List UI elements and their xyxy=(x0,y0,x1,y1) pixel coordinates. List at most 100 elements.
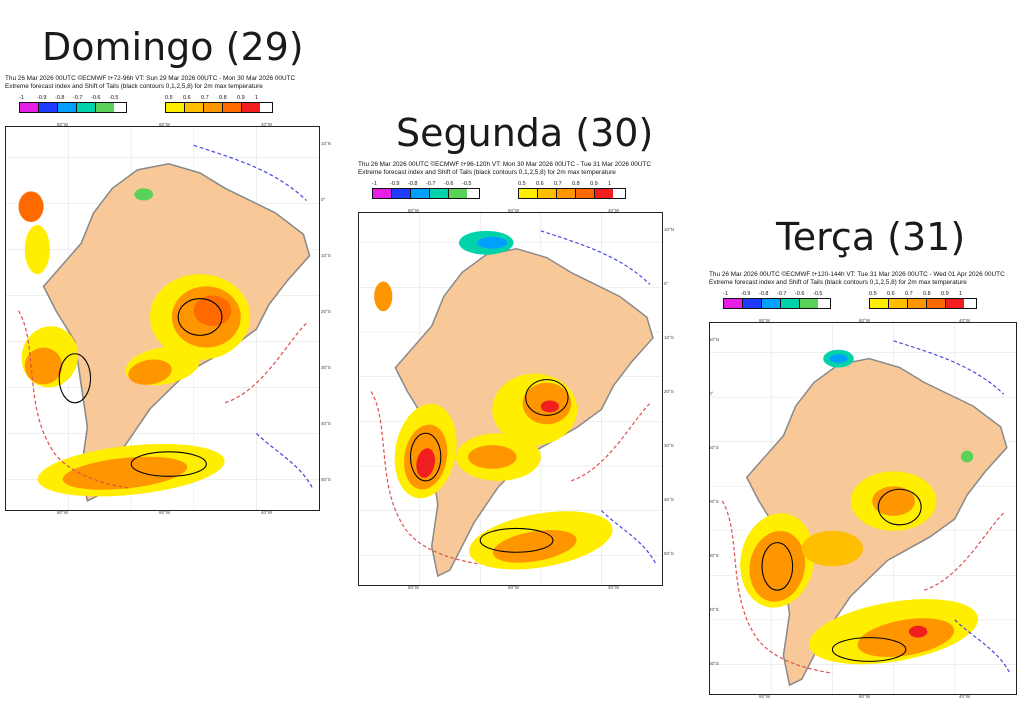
dashed-contour-cool xyxy=(954,619,1011,674)
positive-scale-swatch xyxy=(557,189,576,198)
map-panel-terca: Thu 26 Mar 2026 00UTC ©ECMWF t+120-144h … xyxy=(709,271,1024,711)
positive-scale-bar xyxy=(165,102,273,113)
lat-label: 30°S xyxy=(321,365,331,370)
negative-scale-swatch xyxy=(392,189,411,198)
positive-scale-swatch xyxy=(519,189,538,198)
lat-label: 40°S xyxy=(321,421,331,426)
dashed-contour-warm xyxy=(370,391,481,565)
lon-label: 40°W xyxy=(261,122,273,127)
positive-scale-swatch xyxy=(166,103,185,112)
map-panel-domingo: Thu 26 Mar 2026 00UTC ©ECMWF t+72-96h VT… xyxy=(5,75,331,515)
positive-scale-bar xyxy=(869,298,977,309)
forecast-header-line2: Extreme forecast index and Shift of Tail… xyxy=(5,83,263,90)
efi-anomaly-area xyxy=(62,456,188,490)
lon-label: 40°W xyxy=(959,694,971,699)
lat-label: 10°N xyxy=(709,337,720,342)
title-terca: Terça (31) xyxy=(776,215,966,259)
efi-shading xyxy=(740,349,979,665)
efi-anomaly-area xyxy=(801,530,863,567)
negative-scale-swatch xyxy=(724,299,743,308)
negative-scale-swatch xyxy=(77,103,96,112)
lat-label: 40°S xyxy=(664,497,674,502)
efi-anomaly-area xyxy=(857,618,955,657)
lon-label: 40°W xyxy=(608,208,620,213)
lat-label: 10°N xyxy=(321,141,332,146)
positive-scale-swatch xyxy=(204,103,223,112)
dashed-contour-cool xyxy=(893,340,1005,395)
lat-label: 10°S xyxy=(709,445,719,450)
lon-label: 40°W xyxy=(608,585,620,590)
efi-anomaly-area xyxy=(193,295,232,327)
lat-label: 40°S xyxy=(709,607,719,612)
lon-label: 60°W xyxy=(859,694,871,699)
lat-label: 10°S xyxy=(321,253,331,258)
lat-label: 10°S xyxy=(664,335,674,340)
lon-label: 60°W xyxy=(508,585,520,590)
efi-anomaly-area xyxy=(540,400,559,413)
efi-anomaly-area xyxy=(492,529,577,563)
efi-anomaly-area xyxy=(960,450,974,463)
sot-contour xyxy=(877,488,922,526)
sot-contour xyxy=(831,637,907,662)
sot-contour xyxy=(409,432,442,482)
lat-label: 20°S xyxy=(709,499,719,504)
positive-scale-swatch xyxy=(908,299,927,308)
lat-label: 0° xyxy=(321,197,326,202)
lon-label: 80°W xyxy=(408,585,420,590)
negative-scale-swatch xyxy=(373,189,392,198)
efi-anomaly-area xyxy=(24,347,63,385)
efi-legend: -1 -0.9 -0.8 -0.7 -0.6 -0.5 0.5 0.6 0.7 0.8 0.9 1 xyxy=(372,181,626,199)
lat-label: 10°N xyxy=(664,227,675,232)
negative-scale-swatch xyxy=(58,103,77,112)
negative-scale-swatch xyxy=(449,189,467,198)
efi-map xyxy=(358,212,663,586)
efi-anomaly-area xyxy=(128,359,172,385)
lat-label: 20°S xyxy=(321,309,331,314)
lon-label: 60°W xyxy=(508,208,520,213)
efi-shading xyxy=(374,230,613,570)
forecast-header-line2: Extreme forecast index and Shift of Tail… xyxy=(358,169,616,176)
dashed-contour-warm xyxy=(224,322,307,404)
negative-scale-swatch xyxy=(781,299,800,308)
negative-scale-swatch xyxy=(20,103,39,112)
efi-anomaly-area xyxy=(416,448,435,478)
title-domingo: Domingo (29) xyxy=(42,25,304,69)
dashed-contour-warm xyxy=(721,500,833,674)
forecast-header-line1: Thu 26 Mar 2026 00UTC ©ECMWF t+120-144h … xyxy=(709,271,1005,278)
dashed-contour-cool xyxy=(193,144,307,201)
sot-contour xyxy=(479,527,554,553)
efi-anomaly-area xyxy=(908,625,928,638)
negative-scale-swatch xyxy=(430,189,449,198)
lat-label: 0° xyxy=(709,391,714,396)
efi-anomaly-area xyxy=(872,486,916,516)
efi-anomaly-area xyxy=(374,281,393,312)
lat-label: 50°S xyxy=(709,661,719,666)
sot-contour xyxy=(130,451,207,477)
positive-scale-swatch xyxy=(185,103,204,112)
negative-scale-swatch xyxy=(762,299,781,308)
positive-scale-swatch xyxy=(223,103,242,112)
negative-scale-swatch xyxy=(96,103,114,112)
efi-map xyxy=(709,322,1017,695)
lat-label: 50°S xyxy=(321,477,331,482)
lon-label: 80°W xyxy=(408,208,420,213)
positive-scale-swatch xyxy=(538,189,557,198)
dashed-contour-cool xyxy=(600,510,657,565)
dashed-contour-cool xyxy=(255,432,314,489)
forecast-header-line2: Extreme forecast index and Shift of Tail… xyxy=(709,279,967,286)
efi-anomaly-area xyxy=(134,188,154,201)
efi-anomaly-area xyxy=(24,225,50,275)
sot-contour xyxy=(525,379,569,416)
negative-scale-bar xyxy=(19,102,127,113)
dashed-contour-warm xyxy=(570,403,651,482)
negative-scale-swatch xyxy=(39,103,58,112)
lon-label: 60°W xyxy=(859,318,871,323)
lat-label: 0° xyxy=(664,281,669,286)
positive-scale-swatch xyxy=(946,299,964,308)
positive-scale-swatch xyxy=(870,299,889,308)
lon-label: 80°W xyxy=(57,122,69,127)
lat-label: 30°S xyxy=(664,443,674,448)
negative-scale-swatch xyxy=(743,299,762,308)
efi-legend: -1 -0.9 -0.8 -0.7 -0.6 -0.5 0.5 0.6 0.7 0.8 0.9 1 xyxy=(19,95,273,113)
negative-scale-bar xyxy=(372,188,480,199)
